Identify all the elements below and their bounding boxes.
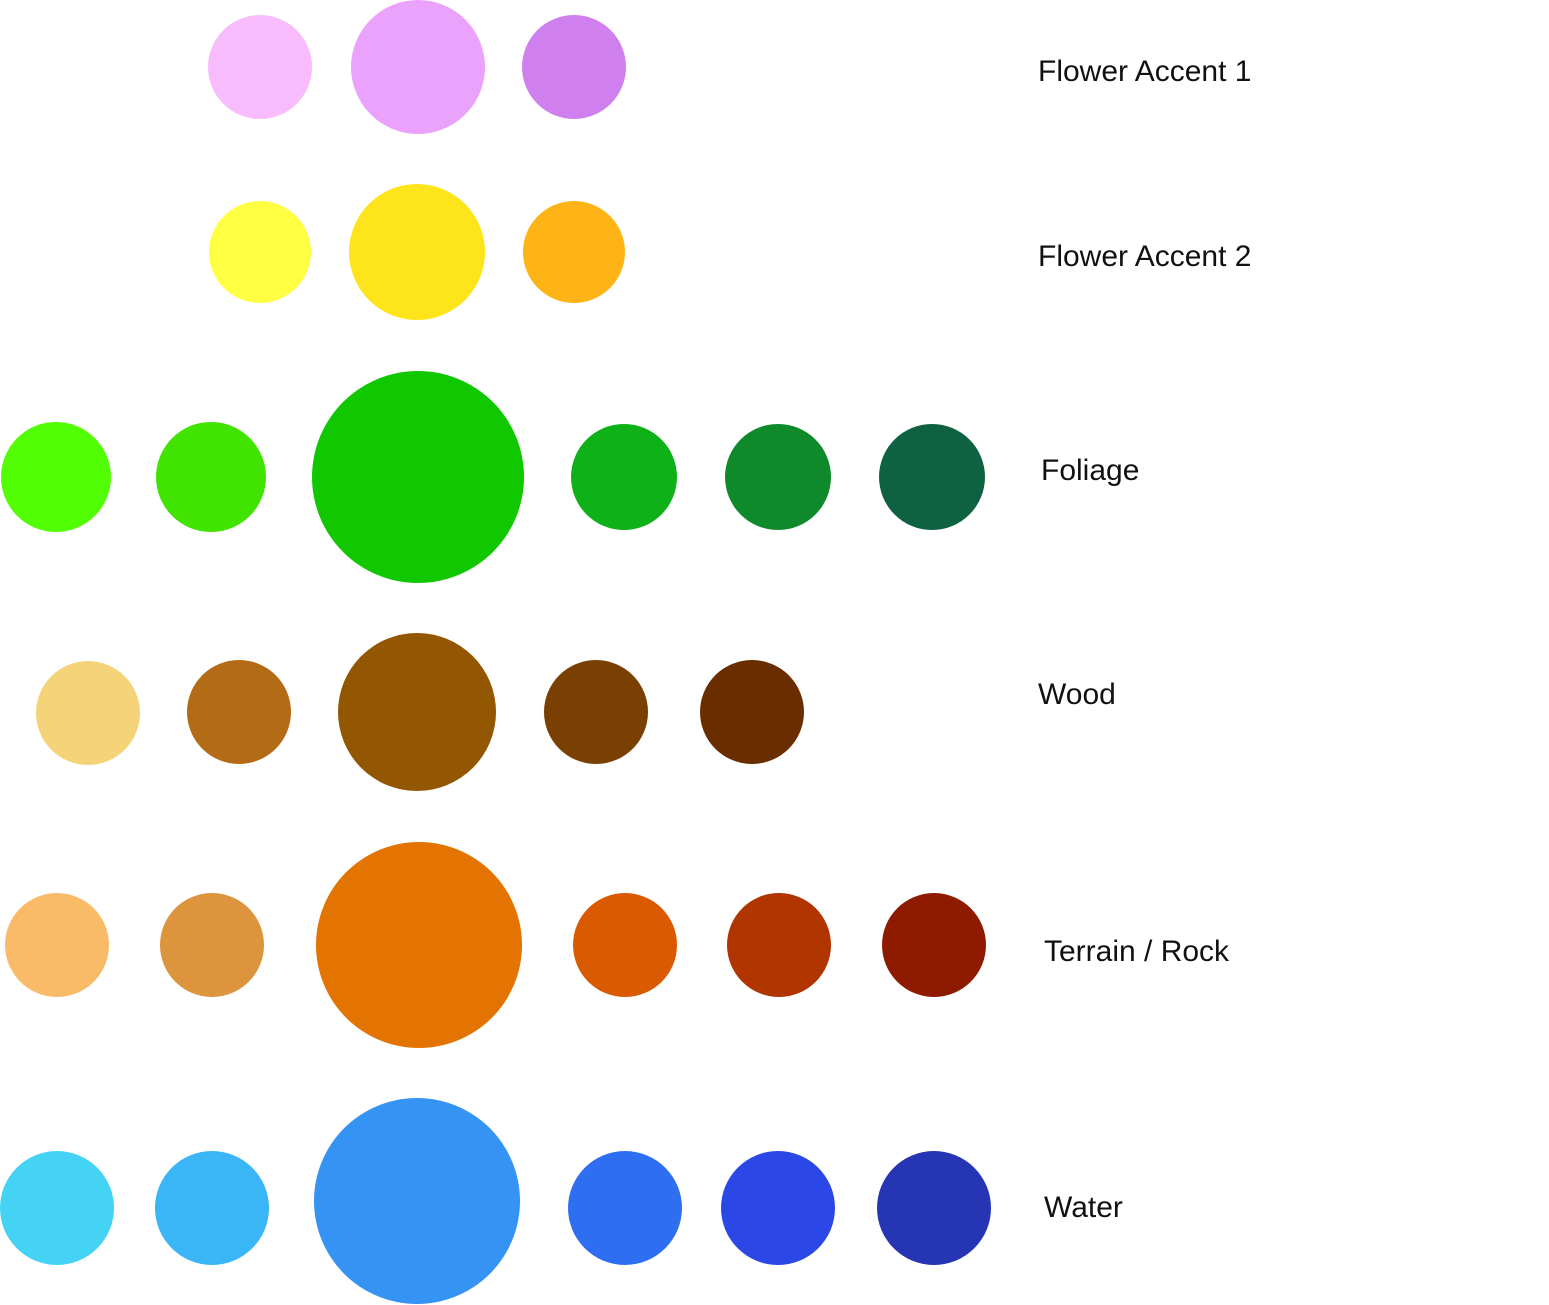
wood-swatch-5 xyxy=(700,660,804,764)
foliage-swatch-6 xyxy=(879,424,985,530)
terrain-rock-swatch-1 xyxy=(5,893,109,997)
terrain-rock-swatch-4 xyxy=(573,893,677,997)
terrain-rock-label: Terrain / Rock xyxy=(1044,935,1230,968)
water-swatch-1 xyxy=(0,1151,114,1265)
foliage-swatch-5 xyxy=(725,424,831,530)
wood-swatch-4 xyxy=(544,660,648,764)
wood-label: Wood xyxy=(1038,678,1116,711)
wood-swatch-2 xyxy=(187,660,291,764)
water-swatch-6 xyxy=(877,1151,991,1265)
flower-accent-1-swatch-1 xyxy=(208,15,312,119)
flower-accent-2-swatch-1 xyxy=(209,201,311,303)
foliage-label: Foliage xyxy=(1041,454,1140,487)
water-label: Water xyxy=(1044,1191,1123,1224)
flower-accent-1-label: Flower Accent 1 xyxy=(1038,55,1252,88)
foliage-swatch-2 xyxy=(156,422,266,532)
foliage-swatch-4 xyxy=(571,424,677,530)
flower-accent-2-swatch-2 xyxy=(349,184,485,320)
flower-accent-2-label: Flower Accent 2 xyxy=(1038,240,1252,273)
terrain-rock-swatch-5 xyxy=(727,893,831,997)
foliage-swatch-3 xyxy=(312,371,524,583)
foliage-swatch-1 xyxy=(1,422,111,532)
terrain-rock-swatch-2 xyxy=(160,893,264,997)
flower-accent-2-swatch-3 xyxy=(523,201,625,303)
water-swatch-5 xyxy=(721,1151,835,1265)
water-swatch-2 xyxy=(155,1151,269,1265)
terrain-rock-swatch-3 xyxy=(316,842,522,1048)
flower-accent-1-swatch-3 xyxy=(522,15,626,119)
terrain-rock-swatch-6 xyxy=(882,893,986,997)
wood-swatch-1 xyxy=(36,661,140,765)
water-swatch-4 xyxy=(568,1151,682,1265)
wood-swatch-3 xyxy=(338,633,496,791)
water-swatch-3 xyxy=(314,1098,520,1304)
flower-accent-1-swatch-2 xyxy=(351,0,485,134)
